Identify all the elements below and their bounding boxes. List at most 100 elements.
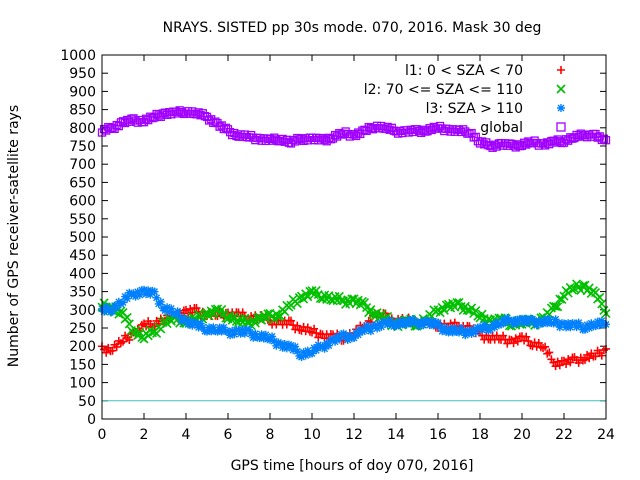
data-point <box>455 328 463 337</box>
data-point <box>480 140 489 149</box>
data-point <box>238 325 247 334</box>
data-point <box>497 320 505 329</box>
data-point <box>396 126 405 136</box>
data-point <box>278 343 287 352</box>
data-point <box>461 331 470 340</box>
data-point <box>284 138 294 147</box>
data-point <box>509 141 518 150</box>
x-tick-label: 16 <box>429 427 447 443</box>
data-point <box>522 314 531 323</box>
data-point <box>259 334 268 343</box>
data-point <box>467 303 477 313</box>
legend-marker <box>556 84 566 94</box>
data-point <box>310 324 319 333</box>
data-point <box>295 351 304 360</box>
data-point <box>454 125 464 134</box>
x-tick-label: 22 <box>555 427 573 443</box>
data-point <box>580 280 590 290</box>
data-point <box>555 137 564 146</box>
data-point <box>309 136 319 145</box>
data-point <box>236 130 245 139</box>
data-point <box>204 116 214 125</box>
data-point <box>192 110 201 119</box>
y-tick-label: 900 <box>69 84 96 100</box>
data-point <box>459 327 468 336</box>
data-point <box>507 316 516 325</box>
data-point <box>490 140 499 149</box>
data-point <box>513 337 522 346</box>
data-point <box>307 133 317 142</box>
data-point <box>524 318 533 327</box>
data-point <box>167 304 176 313</box>
y-tick-label: 750 <box>69 139 96 155</box>
data-point <box>303 136 312 145</box>
data-point <box>104 122 113 132</box>
data-point <box>450 127 459 136</box>
data-point <box>413 318 421 327</box>
data-point <box>406 125 415 134</box>
data-point <box>255 134 264 143</box>
data-point <box>467 329 476 338</box>
data-point <box>574 318 583 327</box>
data-point <box>122 312 132 323</box>
data-point <box>186 317 195 326</box>
data-point <box>207 327 216 336</box>
data-point <box>555 294 565 304</box>
data-point <box>383 320 392 329</box>
data-point <box>293 321 302 330</box>
data-point <box>564 319 573 328</box>
data-point <box>597 135 606 145</box>
data-point <box>366 305 376 315</box>
data-point <box>215 323 224 332</box>
y-tick-label: 0 <box>87 412 96 428</box>
data-point <box>509 339 518 348</box>
data-point <box>175 312 184 321</box>
data-point <box>587 319 596 328</box>
data-point <box>123 115 132 125</box>
y-tick-label: 500 <box>69 230 96 246</box>
data-point <box>433 124 443 133</box>
x-tick-label: 6 <box>224 427 233 443</box>
data-point <box>402 126 411 135</box>
data-point <box>524 337 533 346</box>
data-point <box>581 325 589 334</box>
data-point <box>440 323 449 332</box>
legend: l1: 0 < SZA < 70 l2: 70 <= SZA <= 110 l3: … <box>364 63 566 136</box>
data-point <box>414 126 424 136</box>
data-point <box>438 327 447 336</box>
data-point <box>427 317 436 326</box>
data-point <box>171 107 180 116</box>
data-point <box>572 323 581 332</box>
data-point <box>135 291 144 300</box>
y-tick-label: 450 <box>69 248 96 264</box>
data-point <box>181 109 191 118</box>
data-point <box>339 129 348 138</box>
data-point <box>196 111 205 120</box>
data-point <box>257 330 266 339</box>
data-point <box>385 316 394 325</box>
data-point <box>221 123 231 132</box>
data-point <box>335 128 344 138</box>
data-point <box>530 136 539 145</box>
data-point <box>167 110 176 119</box>
data-point <box>561 135 571 144</box>
data-point <box>301 134 310 143</box>
data-point <box>213 327 222 336</box>
data-point <box>251 136 260 145</box>
data-point <box>320 135 329 144</box>
data-point <box>562 323 571 332</box>
data-point <box>566 323 575 332</box>
data-point <box>276 136 285 146</box>
data-point <box>280 137 289 146</box>
data-point <box>585 130 594 139</box>
legend-marker <box>556 122 566 132</box>
data-point <box>255 333 264 342</box>
data-point <box>108 346 117 355</box>
data-point <box>392 322 400 331</box>
data-point <box>142 290 151 299</box>
y-tick-label: 50 <box>78 394 96 410</box>
data-point <box>599 134 609 143</box>
data-point <box>387 319 396 328</box>
data-point <box>331 337 340 346</box>
data-point <box>108 123 117 132</box>
